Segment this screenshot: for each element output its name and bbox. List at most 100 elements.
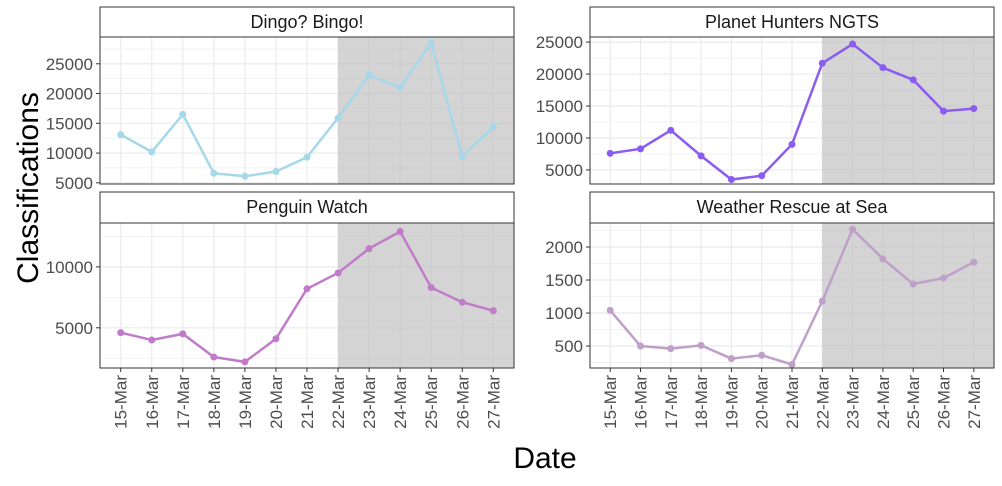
data-point xyxy=(879,255,887,263)
y-tick-label: 5000 xyxy=(55,174,93,193)
data-point xyxy=(458,153,466,161)
data-point xyxy=(727,355,735,363)
y-tick-label: 10000 xyxy=(536,129,583,148)
y-tick-label: 5000 xyxy=(545,161,583,180)
x-tick-label: 15-Mar xyxy=(601,375,620,429)
data-point xyxy=(303,285,311,293)
data-point xyxy=(909,76,917,84)
y-tick-label: 10000 xyxy=(46,258,93,277)
panel-title: Dingo? Bingo! xyxy=(250,12,363,32)
data-point xyxy=(489,123,497,131)
data-point xyxy=(117,329,125,337)
x-tick-label: 15-Mar xyxy=(112,375,131,429)
x-axis-title: Date xyxy=(513,442,576,475)
y-tick-label: 20000 xyxy=(46,85,93,104)
y-tick-label: 10000 xyxy=(46,144,93,163)
x-tick-label: 21-Mar xyxy=(298,375,317,429)
x-tick-label: 24-Mar xyxy=(874,375,893,429)
data-point xyxy=(396,84,404,92)
data-point xyxy=(879,64,887,72)
data-point xyxy=(334,269,342,277)
panel-title: Planet Hunters NGTS xyxy=(705,12,879,32)
data-point xyxy=(667,126,675,134)
x-tick-label: 21-Mar xyxy=(783,375,802,429)
panel-strip xyxy=(99,6,515,38)
y-tick-label: 5000 xyxy=(55,319,93,338)
data-point xyxy=(365,245,373,253)
y-tick-label: 500 xyxy=(555,337,583,356)
data-point xyxy=(758,172,766,180)
data-point xyxy=(179,110,187,118)
y-axis-title: Classifications xyxy=(12,92,45,284)
data-point xyxy=(365,71,373,79)
data-point xyxy=(179,330,187,338)
data-point xyxy=(818,59,826,67)
y-tick-label: 15000 xyxy=(46,114,93,133)
x-tick-label: 25-Mar xyxy=(422,375,441,429)
x-tick-label: 16-Mar xyxy=(143,375,162,429)
x-tick-label: 17-Mar xyxy=(662,375,681,429)
x-tick-label: 22-Mar xyxy=(813,375,832,429)
data-point xyxy=(788,361,796,369)
data-point xyxy=(818,297,826,305)
data-point xyxy=(637,342,644,350)
data-point xyxy=(241,358,249,366)
data-point xyxy=(210,169,218,177)
data-point xyxy=(940,107,947,115)
panel-strip xyxy=(589,191,995,224)
panel-border xyxy=(589,36,995,185)
data-point xyxy=(458,298,466,306)
data-point xyxy=(117,131,125,139)
data-point xyxy=(849,225,857,233)
x-tick-label: 20-Mar xyxy=(267,375,286,429)
panel-border xyxy=(99,36,515,185)
y-tick-label: 2000 xyxy=(545,238,583,257)
x-tick-label: 24-Mar xyxy=(391,375,410,429)
x-tick-label: 23-Mar xyxy=(844,375,863,429)
data-point xyxy=(970,258,978,266)
data-point xyxy=(148,336,156,344)
data-point xyxy=(303,153,311,161)
y-tick-label: 1000 xyxy=(545,304,583,323)
shaded-period xyxy=(338,223,514,368)
x-tick-label: 18-Mar xyxy=(205,375,224,429)
x-tick-label: 20-Mar xyxy=(753,375,772,429)
data-point xyxy=(427,39,435,47)
x-tick-label: 18-Mar xyxy=(692,375,711,429)
data-point xyxy=(697,341,705,349)
x-tick-label: 19-Mar xyxy=(722,375,741,429)
y-tick-label: 25000 xyxy=(46,55,93,74)
data-point xyxy=(788,140,796,148)
x-tick-label: 27-Mar xyxy=(484,375,503,429)
data-point xyxy=(489,307,497,315)
x-tick-label: 25-Mar xyxy=(904,375,923,429)
x-tick-label: 19-Mar xyxy=(236,375,255,429)
data-point xyxy=(210,353,218,361)
data-point xyxy=(909,280,917,288)
x-tick-label: 16-Mar xyxy=(632,375,651,429)
data-point xyxy=(940,274,947,282)
data-point xyxy=(637,145,644,153)
y-tick-label: 1500 xyxy=(545,271,583,290)
y-tick-label: 25000 xyxy=(536,33,583,52)
x-tick-label: 17-Mar xyxy=(174,375,193,429)
x-tick-label: 27-Mar xyxy=(965,375,984,429)
y-tick-label: 15000 xyxy=(536,97,583,116)
data-point xyxy=(148,148,156,156)
x-tick-label: 22-Mar xyxy=(329,375,348,429)
data-point xyxy=(272,335,280,343)
data-point xyxy=(606,306,614,314)
data-point xyxy=(427,284,435,292)
data-point xyxy=(396,228,404,236)
data-point xyxy=(849,40,857,48)
panel-title: Weather Rescue at Sea xyxy=(697,197,889,217)
shaded-period xyxy=(822,223,994,368)
data-point xyxy=(606,149,614,157)
data-point xyxy=(334,114,342,122)
shaded-period xyxy=(338,37,514,184)
y-tick-label: 20000 xyxy=(536,65,583,84)
x-tick-label: 26-Mar xyxy=(935,375,954,429)
shaded-period xyxy=(822,37,994,184)
